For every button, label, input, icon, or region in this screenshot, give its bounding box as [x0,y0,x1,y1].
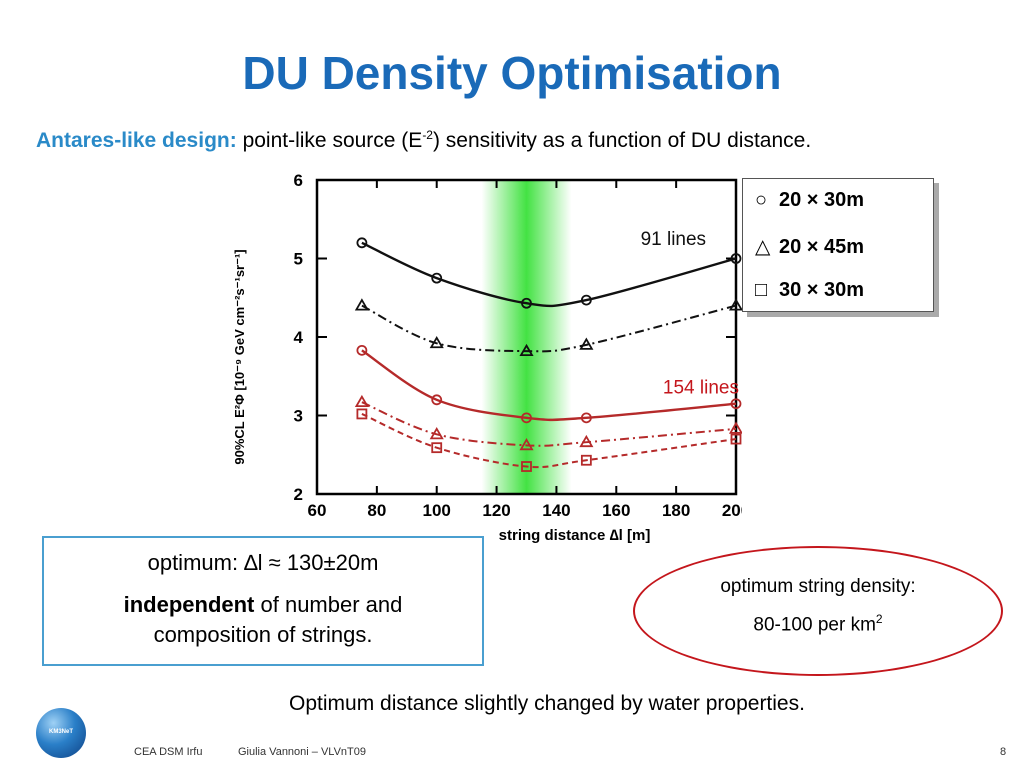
circle-marker [580,412,592,424]
x-tick-label: 160 [602,501,630,520]
square-marker [580,454,592,466]
independence-note: independent of number and composition of… [44,590,482,650]
density-label: optimum string density: [720,576,916,597]
x-tick-label: 140 [542,501,570,520]
circle-marker [521,412,532,424]
y-tick-label: 6 [294,171,303,190]
circle-marker-icon: ○ [755,189,768,211]
series-line-1 [361,304,737,353]
km3net-logo: KM3NeT [36,708,86,758]
triangle-marker [429,427,444,440]
legend-item-20x30: ○ 20 × 30m [755,189,864,212]
x-tick-label: 180 [662,501,690,520]
triangle-marker [354,298,369,311]
series-line-4 [361,413,737,469]
circle-marker [431,394,443,406]
bottom-note: Optimum distance slightly changed by wat… [289,692,805,715]
string-density-ellipse: optimum string density: 80-100 per km2 [633,546,1003,676]
triangle-marker [354,394,369,408]
logo-text: KM3NeT [48,729,73,735]
independent-word: independent [123,592,255,617]
density-exponent: 2 [875,612,883,626]
x-axis-label: string distance ∆l [m] [499,527,651,544]
circle-marker [356,344,368,356]
x-tick-label: 60 [308,501,327,520]
legend-label: 30 × 30m [779,279,865,301]
y-tick-label: 5 [294,250,303,269]
y-tick-label: 3 [294,407,303,426]
optimum-distance-box: optimum: ∆l ≈ 130±20m independent of num… [42,536,484,666]
legend-item-20x45: △ 20 × 45m [755,234,864,259]
footer-author: Giulia Vannoni – VLVnT09 [238,746,367,758]
independence-rest: of number and composition of strings. [153,592,403,647]
triangle-marker-icon: △ [755,236,771,258]
circle-marker [580,294,592,306]
triangle-marker [519,343,534,357]
x-tick-label: 80 [367,501,386,520]
series-line-3 [361,401,737,447]
legend-label: 20 × 30m [779,189,865,211]
subtitle-text-post: ) sensitivity as a function of DU distan… [432,129,812,152]
triangle-marker [728,421,742,434]
square-marker [431,442,443,454]
subtitle-lead: Antares-like design: [36,129,237,152]
square-marker-icon: □ [755,279,768,301]
density-value: 80-100 per km [753,614,876,636]
circle-marker [730,398,742,410]
slide-title: DU Density Optimisation [242,47,782,99]
triangle-marker [579,434,594,448]
circle-marker [356,237,368,249]
triangle-marker [519,438,534,451]
slide-subtitle: Antares-like design: point-like source (… [36,128,811,153]
density-value-line: 80-100 per km2 [635,612,1001,636]
legend-label: 20 × 45m [779,236,865,258]
sensitivity-chart: 60 80 100 120 140 160 180 200 2 3 4 5 6 string distan… [232,171,742,544]
circle-marker [431,272,443,284]
footer-institute: CEA DSM Irfu [134,746,203,758]
series-line-0 [361,241,737,308]
chart-legend: ○ 20 × 30m △ 20 × 45m □ 30 × 30m [742,178,934,312]
x-tick-label: 200 [722,501,742,520]
y-axis-label: 90%CL E²Φ [10⁻⁹ GeV cm⁻²s⁻¹sr⁻¹] [232,249,247,464]
square-marker [521,461,532,472]
triangle-marker [429,335,444,349]
optimum-line: optimum: ∆l ≈ 130±20m [147,550,379,575]
square-marker [730,433,742,445]
circle-marker [730,253,742,264]
series-line-2 [361,349,737,422]
x-tick-label: 120 [482,501,510,520]
circle-marker [521,297,532,309]
subtitle-exponent: -2 [422,128,433,142]
annotation-154-lines: 154 lines [663,378,739,399]
y-tick-label: 4 [294,328,304,347]
page-number: 8 [1000,746,1007,758]
subtitle-text-pre: point-like source (E [236,129,423,152]
annotation-91-lines: 91 lines [641,229,707,250]
triangle-marker [728,298,742,311]
legend-item-30x30: □ 30 × 30m [755,279,864,302]
triangle-marker [579,337,594,350]
square-marker [356,408,368,420]
y-tick-label: 2 [294,485,303,504]
x-tick-label: 100 [423,501,451,520]
